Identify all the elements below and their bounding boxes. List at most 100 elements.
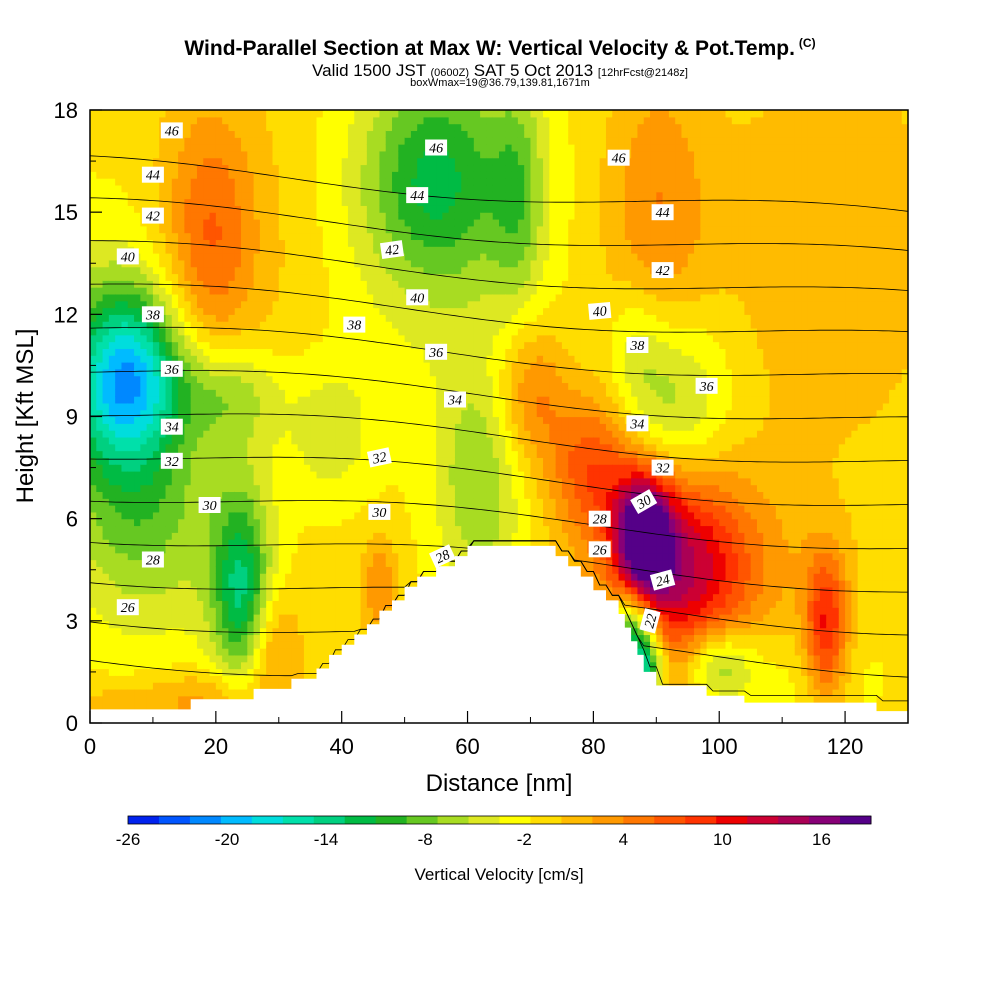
velocity-cell bbox=[385, 300, 393, 309]
velocity-cell bbox=[360, 443, 368, 452]
velocity-cell bbox=[228, 545, 236, 554]
velocity-cell bbox=[366, 573, 374, 581]
velocity-cell bbox=[215, 627, 223, 636]
velocity-cell bbox=[184, 484, 192, 493]
velocity-cell bbox=[379, 484, 387, 493]
velocity-cell bbox=[108, 491, 116, 499]
velocity-cell bbox=[278, 675, 286, 683]
velocity-cell bbox=[121, 695, 129, 704]
velocity-cell bbox=[354, 205, 362, 213]
velocity-cell bbox=[322, 593, 330, 601]
velocity-cell bbox=[417, 266, 425, 275]
velocity-cell bbox=[392, 212, 399, 220]
velocity-cell bbox=[184, 675, 192, 683]
velocity-cell bbox=[398, 362, 406, 370]
velocity-cell bbox=[366, 334, 374, 343]
velocity-cell bbox=[373, 375, 381, 384]
velocity-cell bbox=[215, 389, 223, 397]
velocity-cell bbox=[203, 450, 211, 458]
velocity-cell bbox=[310, 566, 318, 574]
velocity-cell bbox=[335, 593, 343, 601]
velocity-cell bbox=[285, 280, 292, 288]
velocity-cell bbox=[121, 355, 129, 363]
velocity-cell bbox=[159, 648, 167, 656]
velocity-cell bbox=[341, 545, 349, 554]
velocity-cell bbox=[398, 416, 406, 424]
velocity-cell bbox=[253, 573, 261, 581]
velocity-cell bbox=[190, 116, 198, 125]
velocity-cell bbox=[108, 225, 116, 234]
velocity-cell bbox=[171, 634, 179, 642]
velocity-cell bbox=[171, 178, 179, 186]
velocity-cell bbox=[379, 137, 387, 145]
velocity-cell bbox=[228, 314, 236, 322]
velocity-cell bbox=[146, 641, 154, 649]
velocity-cell bbox=[108, 110, 116, 118]
velocity-cell bbox=[354, 614, 362, 622]
velocity-cell bbox=[410, 552, 418, 561]
velocity-cell bbox=[398, 484, 406, 493]
velocity-cell bbox=[278, 648, 286, 656]
velocity-cell bbox=[203, 491, 211, 499]
velocity-cell bbox=[259, 586, 267, 595]
velocity-cell bbox=[329, 137, 336, 145]
velocity-cell bbox=[310, 505, 318, 513]
velocity-cell bbox=[196, 212, 204, 220]
velocity-cell bbox=[316, 511, 324, 520]
velocity-cell bbox=[297, 450, 305, 458]
velocity-cell bbox=[253, 164, 261, 172]
velocity-cell bbox=[272, 593, 280, 601]
velocity-cell bbox=[152, 389, 160, 397]
velocity-cell bbox=[429, 198, 437, 206]
velocity-cell bbox=[285, 225, 292, 234]
velocity-cell bbox=[178, 443, 185, 452]
velocity-cell bbox=[253, 600, 261, 608]
velocity-cell bbox=[360, 212, 368, 220]
velocity-cell bbox=[228, 266, 236, 275]
velocity-cell bbox=[297, 266, 305, 275]
velocity-cell bbox=[159, 396, 167, 404]
velocity-cell bbox=[379, 273, 387, 281]
velocity-cell bbox=[115, 307, 123, 315]
velocity-cell bbox=[152, 607, 160, 615]
velocity-cell bbox=[329, 518, 336, 527]
velocity-cell bbox=[297, 191, 305, 200]
velocity-cell bbox=[184, 430, 192, 438]
velocity-cell bbox=[354, 198, 362, 206]
velocity-cell bbox=[152, 627, 160, 636]
velocity-cell bbox=[222, 382, 230, 390]
velocity-cell bbox=[253, 110, 261, 118]
velocity-cell bbox=[152, 593, 160, 601]
velocity-cell bbox=[341, 150, 349, 159]
velocity-cell bbox=[354, 123, 362, 132]
velocity-cell bbox=[278, 614, 286, 622]
velocity-cell bbox=[291, 355, 299, 363]
velocity-cell bbox=[146, 266, 154, 275]
velocity-cell bbox=[228, 675, 236, 683]
velocity-cell bbox=[322, 137, 330, 145]
velocity-cell bbox=[184, 641, 192, 649]
velocity-cell bbox=[215, 620, 223, 629]
velocity-cell bbox=[385, 130, 393, 138]
velocity-cell bbox=[241, 614, 248, 622]
velocity-cell bbox=[159, 545, 167, 554]
velocity-cell bbox=[140, 484, 148, 493]
velocity-cell bbox=[228, 144, 236, 152]
velocity-cell bbox=[165, 688, 173, 697]
velocity-cell bbox=[335, 191, 343, 200]
velocity-cell bbox=[215, 137, 223, 145]
velocity-cell bbox=[366, 382, 374, 390]
velocity-cell bbox=[329, 293, 336, 302]
velocity-cell bbox=[253, 464, 261, 472]
velocity-cell bbox=[259, 559, 267, 567]
velocity-cell bbox=[341, 355, 349, 363]
velocity-cell bbox=[316, 205, 324, 213]
velocity-cell bbox=[436, 498, 443, 506]
velocity-cell bbox=[90, 273, 97, 281]
velocity-cell bbox=[285, 321, 292, 329]
velocity-cell bbox=[171, 675, 179, 683]
velocity-cell bbox=[159, 348, 167, 356]
velocity-cell bbox=[291, 334, 299, 343]
velocity-cell bbox=[259, 505, 267, 513]
velocity-cell bbox=[322, 443, 330, 452]
